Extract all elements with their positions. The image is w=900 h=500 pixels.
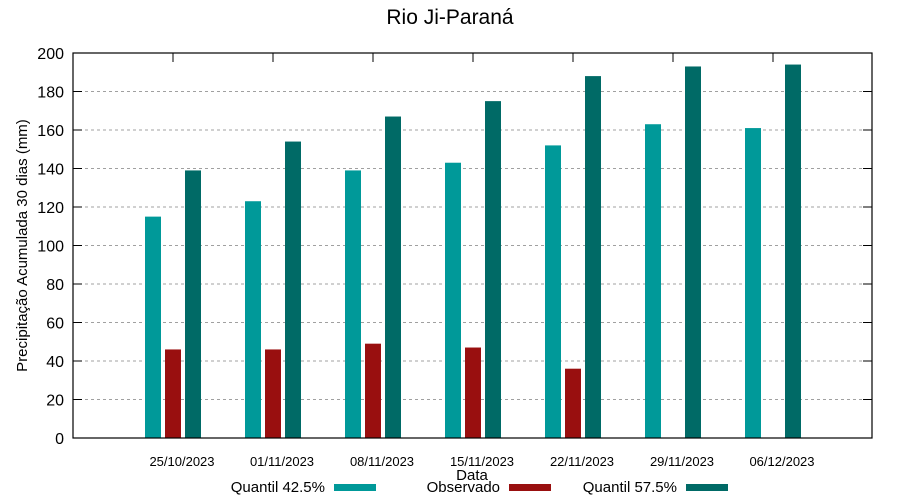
bar-observado	[165, 349, 181, 438]
y-tick-label: 120	[37, 200, 64, 217]
bar-quantil-42-5-	[745, 128, 761, 438]
bar-quantil-42-5-	[545, 145, 561, 438]
y-tick-label: 160	[37, 123, 64, 140]
plot-frame	[72, 52, 873, 439]
legend-swatch	[509, 484, 551, 491]
bar-quantil-57-5-	[385, 116, 401, 439]
y-tick-label: 0	[55, 431, 64, 448]
bar-observado	[365, 343, 381, 438]
x-tick-label: 06/12/2023	[749, 454, 814, 469]
y-tick-label: 200	[37, 46, 64, 63]
bar-observado	[265, 349, 281, 438]
y-tick-label: 60	[46, 316, 64, 333]
x-tick-label: 25/10/2023	[149, 454, 214, 469]
bar-quantil-42-5-	[645, 124, 661, 438]
bar-quantil-57-5-	[285, 141, 301, 439]
legend-label: Quantil 42.5%	[231, 479, 325, 496]
bar-quantil-42-5-	[445, 162, 461, 438]
x-tick-label: 22/11/2023	[550, 454, 614, 469]
bar-quantil-57-5-	[585, 76, 601, 438]
bar-observado	[565, 368, 581, 438]
y-tick-label: 180	[37, 85, 64, 102]
bar-quantil-42-5-	[345, 170, 361, 439]
legend-label: Observado	[427, 479, 500, 496]
legend-swatch	[686, 484, 728, 491]
bar-quantil-57-5-	[785, 64, 801, 439]
legend-swatch	[334, 484, 376, 491]
x-tick-label: 01/11/2023	[250, 454, 314, 469]
x-tick-label: 29/11/2023	[650, 454, 714, 469]
y-tick-label: 80	[46, 277, 64, 294]
y-tick-label: 40	[46, 354, 64, 371]
y-tick-label: 20	[46, 393, 64, 410]
x-axis-label: Data	[456, 467, 488, 484]
y-tick-label: 140	[37, 162, 64, 179]
y-axis-label: Precipitação Acumulada 30 dias (mm)	[14, 119, 31, 372]
x-tick-label: 08/11/2023	[350, 454, 414, 469]
bar-quantil-42-5-	[245, 201, 261, 438]
legend-label: Quantil 57.5%	[583, 479, 677, 496]
chart-title: Rio Ji-Paraná	[386, 6, 514, 29]
x-tick-label: 15/11/2023	[450, 454, 514, 469]
bar-quantil-57-5-	[485, 101, 501, 438]
bar-quantil-57-5-	[185, 170, 201, 439]
y-tick-label: 100	[37, 239, 64, 256]
bar-observado	[465, 347, 481, 438]
bar-quantil-42-5-	[145, 216, 161, 438]
bar-quantil-57-5-	[685, 66, 701, 438]
